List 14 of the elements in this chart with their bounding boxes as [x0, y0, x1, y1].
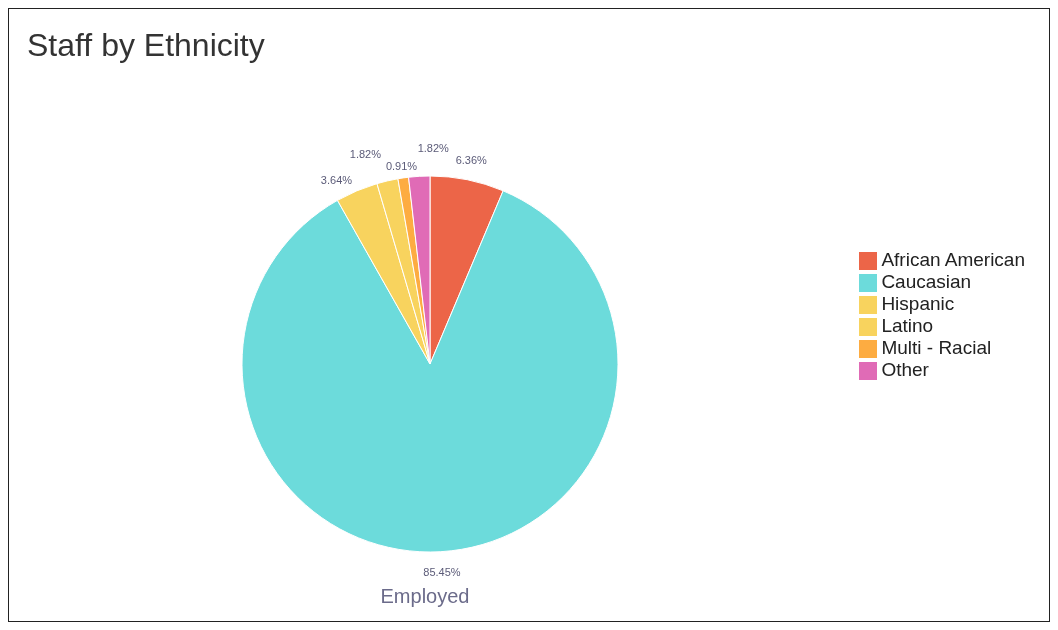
chart-title: Staff by Ethnicity — [27, 27, 265, 64]
data-label: 3.64% — [320, 173, 353, 186]
data-label: 6.36% — [455, 154, 488, 167]
legend-label: African American — [881, 249, 1025, 270]
legend-label: Multi - Racial — [881, 337, 992, 358]
legend-label: Latino — [881, 315, 934, 336]
data-label: 0.91% — [385, 160, 418, 173]
data-label: 85.45% — [423, 565, 461, 578]
legend-label: Caucasian — [881, 271, 972, 292]
legend-label: Hispanic — [881, 293, 955, 314]
data-label: 1.82% — [349, 147, 382, 160]
data-label: 1.82% — [417, 142, 450, 155]
legend-label: Other — [881, 359, 929, 380]
text: Employed — [379, 585, 471, 608]
